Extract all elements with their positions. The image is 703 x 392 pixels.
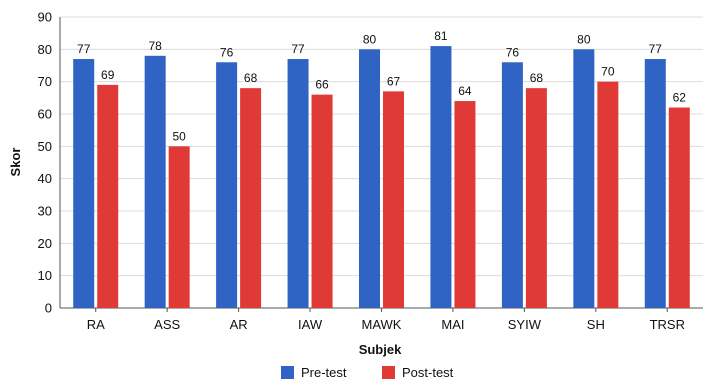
y-tick-label: 20 — [38, 236, 52, 251]
data-label: 50 — [172, 129, 186, 143]
bar-post-test-iaw — [311, 94, 333, 308]
bar-post-test-sh — [597, 81, 619, 309]
x-tick-label: AR — [230, 317, 248, 332]
data-label: 77 — [77, 42, 91, 56]
x-axis-title: Subjek — [359, 342, 402, 357]
data-label: 67 — [387, 74, 401, 88]
legend-swatch — [382, 366, 395, 379]
bar-pre-test-ar — [216, 62, 238, 309]
y-tick-label: 70 — [38, 74, 52, 89]
data-label: 76 — [220, 45, 234, 59]
bar-pre-test-ra — [73, 59, 95, 309]
y-tick-label: 30 — [38, 204, 52, 219]
data-label: 81 — [434, 29, 448, 43]
bar-post-test-mai — [454, 101, 476, 308]
bar-pre-test-ass — [144, 55, 166, 308]
bar-post-test-trsr — [668, 107, 690, 309]
y-tick-label: 80 — [38, 42, 52, 57]
bar-pre-test-trsr — [644, 59, 666, 309]
legend: Pre-test Post-test — [281, 365, 454, 380]
data-label: 64 — [458, 84, 472, 98]
y-tick-label: 90 — [38, 10, 52, 25]
bar-post-test-mawk — [383, 91, 404, 308]
bar-pre-test-mai — [430, 46, 452, 308]
data-label: 62 — [673, 91, 687, 105]
y-axis-title: Skor — [8, 148, 23, 177]
legend-label: Pre-test — [301, 365, 347, 380]
data-label: 68 — [530, 71, 544, 85]
y-tick-label: 50 — [38, 139, 52, 154]
bar-pre-test-iaw — [287, 59, 309, 309]
y-tick-label: 10 — [38, 268, 52, 283]
legend-label: Post-test — [402, 365, 454, 380]
data-label: 77 — [649, 42, 663, 56]
legend-swatch — [281, 366, 294, 379]
bar-pre-test-mawk — [359, 49, 380, 308]
bar-layer — [73, 46, 690, 309]
x-tick-label: MAI — [441, 317, 464, 332]
grid-layer — [60, 16, 703, 277]
x-tick-label: TRSR — [650, 317, 685, 332]
bar-post-test-syiw — [525, 88, 547, 308]
y-tick-label: 0 — [45, 301, 52, 316]
data-label: 68 — [244, 71, 258, 85]
x-tick-label: MAWK — [362, 317, 402, 332]
data-label: 70 — [601, 65, 615, 79]
y-tick-label: 60 — [38, 107, 52, 122]
y-tick-label: 40 — [38, 171, 52, 186]
bar-post-test-ar — [240, 88, 262, 308]
bar-pre-test-syiw — [501, 62, 523, 309]
x-tick-label: SH — [587, 317, 605, 332]
data-label: 66 — [315, 78, 329, 92]
data-label: 69 — [101, 68, 115, 82]
x-tick-label: RA — [87, 317, 105, 332]
bar-post-test-ass — [168, 146, 190, 308]
data-label: 80 — [577, 32, 591, 46]
bar-post-test-ra — [97, 84, 119, 309]
x-tick-label: ASS — [154, 317, 180, 332]
data-label: 77 — [291, 42, 305, 56]
data-label: 78 — [148, 39, 162, 53]
data-label: 76 — [506, 45, 520, 59]
label-layer: 77 69 78 50 76 68 77 66 80 67 81 64 76 68 80 70 77 62 — [77, 29, 686, 143]
bar-pre-test-sh — [573, 49, 595, 308]
data-label: 80 — [363, 32, 377, 46]
axis-layer: 0 10 20 30 40 50 60 70 80 90 RA ASS AR IAW MAWK MAI SYIW… — [38, 10, 703, 332]
x-tick-label: SYIW — [508, 317, 542, 332]
x-tick-label: IAW — [298, 317, 323, 332]
